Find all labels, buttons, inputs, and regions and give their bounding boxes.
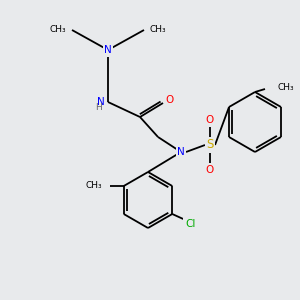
Text: S: S [206, 139, 214, 152]
Text: CH₃: CH₃ [85, 182, 102, 190]
Text: O: O [206, 165, 214, 175]
Text: H: H [94, 103, 101, 112]
Text: CH₃: CH₃ [277, 82, 294, 91]
Text: N: N [177, 147, 185, 157]
Text: N: N [97, 97, 105, 107]
Text: N: N [104, 45, 112, 55]
Text: O: O [206, 115, 214, 125]
Text: CH₃: CH₃ [150, 26, 166, 34]
Text: Cl: Cl [185, 219, 195, 229]
Text: O: O [166, 95, 174, 105]
Text: CH₃: CH₃ [50, 26, 66, 34]
